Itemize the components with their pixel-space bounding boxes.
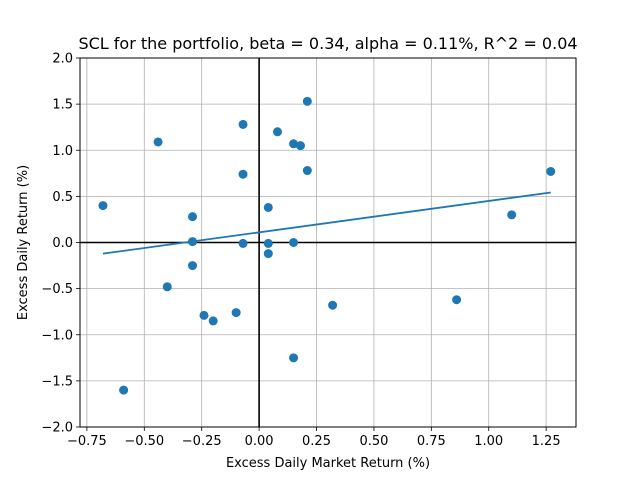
data-point: [153, 137, 163, 147]
data-point: [289, 238, 299, 247]
x-tick-label: −0.50: [124, 434, 164, 449]
data-point: [238, 238, 248, 248]
x-ticks: −0.75 −0.50 −0.25 0.00 0.25 0.50 0.75 1.00 1.25: [67, 427, 561, 449]
data-points: [98, 96, 556, 395]
data-point: [452, 295, 462, 305]
data-point: [188, 237, 198, 247]
x-tick-label: −0.75: [67, 434, 107, 449]
data-point: [289, 139, 299, 149]
y-tick-label: 1.0: [52, 144, 73, 159]
data-point: [289, 353, 299, 363]
y-tick-label: 2.0: [52, 52, 73, 67]
x-tick-label: 0.00: [245, 434, 274, 449]
data-point: [188, 261, 198, 271]
y-tick-label: −0.5: [41, 282, 73, 297]
y-tick-label: 1.5: [52, 98, 73, 113]
y-tick-label: 0.5: [52, 190, 73, 205]
x-tick-label: 1.00: [474, 434, 503, 449]
data-point: [263, 238, 273, 248]
data-point: [199, 310, 209, 320]
data-point: [295, 141, 305, 151]
x-tick-label: 0.25: [302, 434, 331, 449]
data-point: [272, 127, 282, 137]
data-point: [263, 249, 273, 259]
x-tick-label: 1.25: [532, 434, 561, 449]
y-tick-label: 0.0: [52, 236, 73, 251]
data-point: [238, 169, 248, 179]
data-point: [302, 96, 312, 106]
y-tick-label: −2.0: [41, 421, 73, 436]
x-tick-label: 0.50: [359, 434, 388, 449]
regression-line: [102, 191, 551, 255]
reference-lines: [80, 58, 576, 427]
data-point: [328, 300, 338, 310]
x-tick-label: 0.75: [417, 434, 446, 449]
data-point: [302, 166, 312, 176]
y-tick-label: −1.5: [41, 374, 73, 389]
regression-line-layer: [102, 191, 551, 255]
y-ticks: −2.0 −1.5 −1.0 −0.5 0.0 0.5 1.0 1.5 2.0: [41, 52, 80, 436]
data-point: [162, 282, 172, 292]
data-point: [507, 210, 517, 220]
data-point: [188, 212, 198, 222]
data-point: [238, 119, 248, 129]
data-point: [119, 385, 129, 395]
data-point: [546, 166, 556, 176]
data-point: [231, 308, 241, 318]
x-axis-label: Excess Daily Market Return (%): [226, 456, 430, 471]
data-point: [263, 202, 273, 212]
y-tick-label: −1.0: [41, 328, 73, 343]
data-point: [208, 316, 218, 326]
data-point: [98, 201, 108, 211]
chart-title: SCL for the portfolio, beta = 0.34, alph…: [78, 34, 577, 53]
x-tick-label: −0.25: [182, 434, 222, 449]
y-axis-label: Excess Daily Return (%): [16, 165, 31, 320]
